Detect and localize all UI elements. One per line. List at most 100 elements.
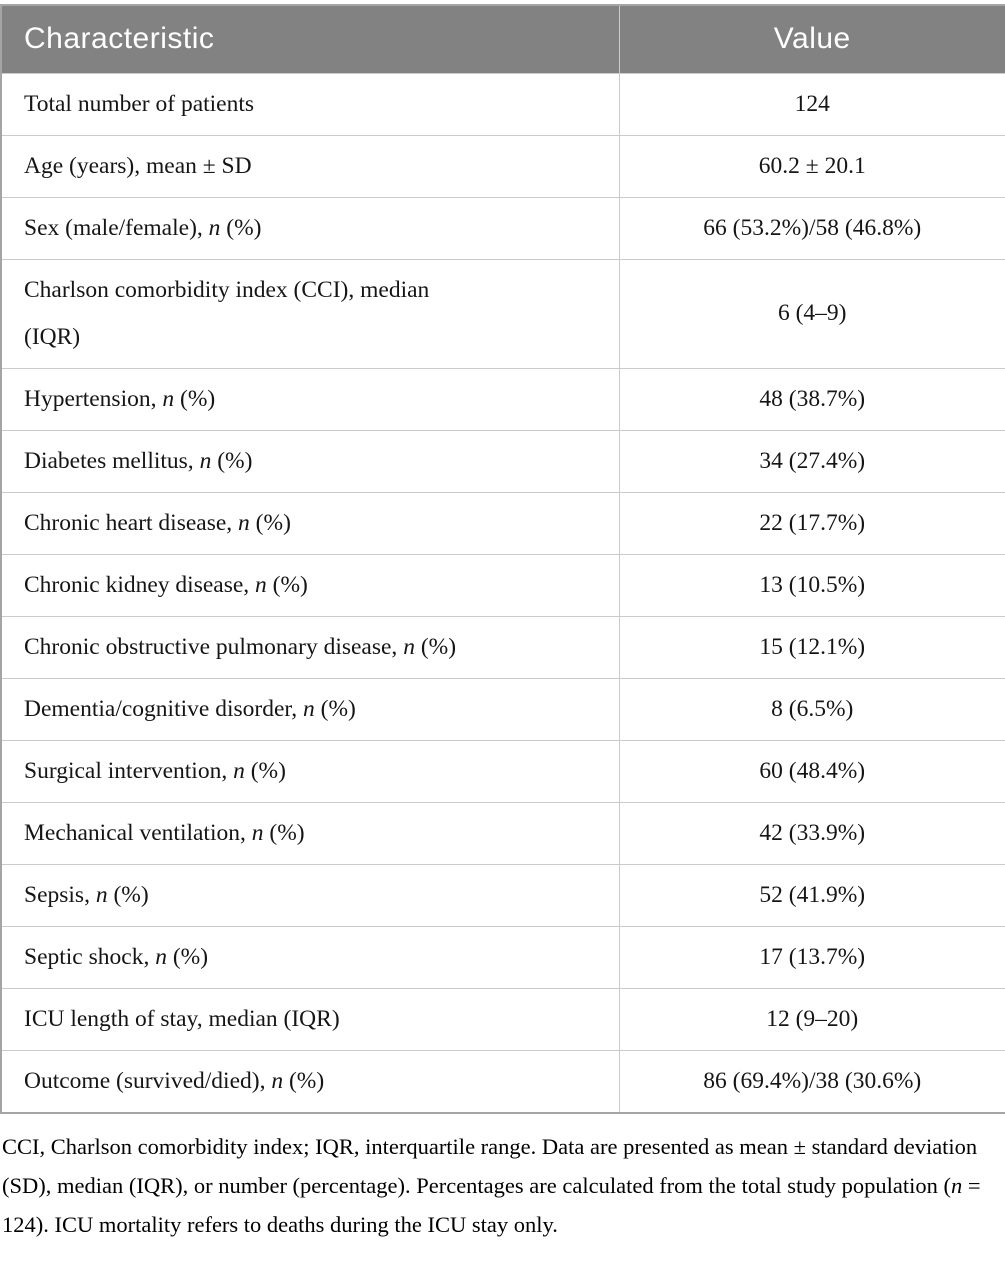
- text-segment: Sex (male/female),: [24, 214, 209, 241]
- value-cell: 52 (41.9%): [618, 863, 1005, 927]
- value-cell: 66 (53.2%)/58 (46.8%): [618, 196, 1005, 260]
- text-segment: Hypertension,: [24, 385, 163, 412]
- text-segment: (%): [249, 509, 291, 536]
- text-segment: n: [238, 509, 250, 536]
- table-row: Surgical intervention, n (%) 60 (48.4%): [0, 739, 1005, 803]
- value-cell: 13 (10.5%): [618, 553, 1005, 617]
- text-segment: Outcome (survived/died),: [24, 1067, 272, 1094]
- text-segment: Sepsis,: [24, 881, 96, 908]
- characteristic-cell: ICU length of stay, median (IQR): [0, 987, 620, 1051]
- table-footnote: CCI, Charlson comorbidity index; IQR, in…: [0, 1127, 1005, 1244]
- characteristic-cell: Outcome (survived/died), n (%): [0, 1049, 620, 1113]
- text-segment: n: [251, 819, 264, 846]
- text-segment: n: [255, 571, 267, 598]
- text-segment: n: [162, 385, 175, 412]
- text-segment: Chronic obstructive pulmonary disease,: [24, 633, 404, 660]
- table-row: Age (years), mean ± SD 60.2 ± 20.1: [0, 134, 1005, 198]
- table-row: Sex (male/female), n (%) 66 (53.2%)/58 (…: [0, 196, 1005, 260]
- text-segment: ICU length of stay, median (IQR): [24, 1005, 340, 1032]
- characteristic-cell: Charlson comorbidity index (CCI), median…: [0, 258, 620, 369]
- text-segment: (%): [263, 819, 305, 846]
- characteristic-cell: Septic shock, n (%): [0, 925, 620, 989]
- text-segment: n: [155, 943, 167, 970]
- value-cell: 6 (4–9): [618, 258, 1005, 369]
- characteristic-cell: Hypertension, n (%): [0, 367, 620, 431]
- text-segment: CCI, Charlson comorbidity index; IQR, in…: [2, 1133, 978, 1198]
- text-segment: (%): [211, 447, 253, 474]
- value-cell: 60.2 ± 20.1: [618, 134, 1005, 198]
- table-row: Hypertension, n (%) 48 (38.7%): [0, 367, 1005, 431]
- text-segment: n: [233, 757, 245, 784]
- value-cell: 34 (27.4%): [618, 429, 1005, 493]
- text-segment: (%): [174, 385, 216, 412]
- column-header-characteristic: Characteristic: [0, 4, 620, 74]
- table-row: Total number of patients 124: [0, 72, 1005, 136]
- text-segment: Mechanical ventilation,: [24, 819, 252, 846]
- table-row: Outcome (survived/died), n (%) 86 (69.4%…: [0, 1049, 1005, 1113]
- value-cell: 86 (69.4%)/38 (30.6%): [618, 1049, 1005, 1113]
- table-row: Charlson comorbidity index (CCI), median…: [0, 258, 1005, 369]
- value-cell: 48 (38.7%): [618, 367, 1005, 431]
- text-segment: Diabetes mellitus,: [24, 447, 200, 474]
- characteristic-cell: Diabetes mellitus, n (%): [0, 429, 620, 493]
- text-segment: (%): [283, 1067, 325, 1094]
- characteristics-table: Characteristic Value Total number of pat…: [0, 4, 1005, 1114]
- text-segment: n: [199, 447, 212, 474]
- characteristic-cell: Sepsis, n (%): [0, 863, 620, 927]
- text-segment: n: [403, 633, 415, 660]
- characteristic-cell: Age (years), mean ± SD: [0, 134, 620, 198]
- value-cell: 8 (6.5%): [618, 677, 1005, 741]
- text-segment: (IQR): [24, 323, 81, 350]
- value-cell: 22 (17.7%): [618, 491, 1005, 555]
- text-segment: (%): [220, 214, 262, 241]
- table-row: Chronic kidney disease, n (%) 13 (10.5%): [0, 553, 1005, 617]
- characteristic-cell: Chronic kidney disease, n (%): [0, 553, 620, 617]
- characteristic-cell: Mechanical ventilation, n (%): [0, 801, 620, 865]
- paper-table-figure: Characteristic Value Total number of pat…: [0, 4, 1005, 1244]
- text-segment: (%): [166, 943, 209, 970]
- value-cell: 60 (48.4%): [618, 739, 1005, 803]
- text-segment: Chronic heart disease,: [24, 509, 239, 536]
- characteristic-cell: Chronic obstructive pulmonary disease, n…: [0, 615, 620, 679]
- column-header-value: Value: [618, 4, 1005, 74]
- table-row: Mechanical ventilation, n (%) 42 (33.9%): [0, 801, 1005, 865]
- table-row: Septic shock, n (%) 17 (13.7%): [0, 925, 1005, 989]
- text-segment: n: [208, 214, 221, 241]
- text-segment: Septic shock,: [24, 943, 156, 970]
- text-segment: (%): [314, 695, 356, 722]
- text-segment: Chronic kidney disease,: [24, 571, 256, 598]
- table-row: Sepsis, n (%) 52 (41.9%): [0, 863, 1005, 927]
- text-segment: (%): [414, 633, 457, 660]
- header-row: Characteristic Value: [0, 4, 1005, 74]
- text-segment: Total number of patients: [24, 90, 255, 117]
- table-row: Chronic heart disease, n (%) 22 (17.7%): [0, 491, 1005, 555]
- characteristic-cell: Chronic heart disease, n (%): [0, 491, 620, 555]
- table-row: Diabetes mellitus, n (%) 34 (27.4%): [0, 429, 1005, 493]
- value-cell: 17 (13.7%): [618, 925, 1005, 989]
- text-segment: n: [303, 695, 315, 722]
- table-row: ICU length of stay, median (IQR) 12 (9–2…: [0, 987, 1005, 1051]
- text-segment: (%): [266, 571, 308, 598]
- table-header: Characteristic Value: [0, 4, 1005, 74]
- table-row: Dementia/cognitive disorder, n (%) 8 (6.…: [0, 677, 1005, 741]
- text-segment: (%): [244, 757, 286, 784]
- text-segment: Surgical intervention,: [24, 757, 234, 784]
- text-segment: Age (years), mean ± SD: [24, 152, 252, 179]
- value-cell: 124: [618, 72, 1005, 136]
- text-segment: n: [271, 1067, 284, 1094]
- characteristic-cell: Sex (male/female), n (%): [0, 196, 620, 260]
- text-segment: n: [951, 1172, 963, 1198]
- table-row: Chronic obstructive pulmonary disease, n…: [0, 615, 1005, 679]
- text-segment: Dementia/cognitive disorder,: [24, 695, 304, 722]
- value-cell: 12 (9–20): [618, 987, 1005, 1051]
- table-body: Total number of patients 124 Age (years)…: [0, 72, 1005, 1113]
- value-cell: 42 (33.9%): [618, 801, 1005, 865]
- text-segment: (%): [107, 881, 149, 908]
- value-cell: 15 (12.1%): [618, 615, 1005, 679]
- characteristic-cell: Total number of patients: [0, 72, 620, 136]
- text-segment: Charlson comorbidity index (CCI), median: [24, 276, 430, 303]
- characteristic-cell: Dementia/cognitive disorder, n (%): [0, 677, 620, 741]
- characteristic-cell: Surgical intervention, n (%): [0, 739, 620, 803]
- text-segment: = 124). ICU mortality refers to deaths d…: [2, 1172, 981, 1237]
- text-segment: n: [95, 881, 108, 908]
